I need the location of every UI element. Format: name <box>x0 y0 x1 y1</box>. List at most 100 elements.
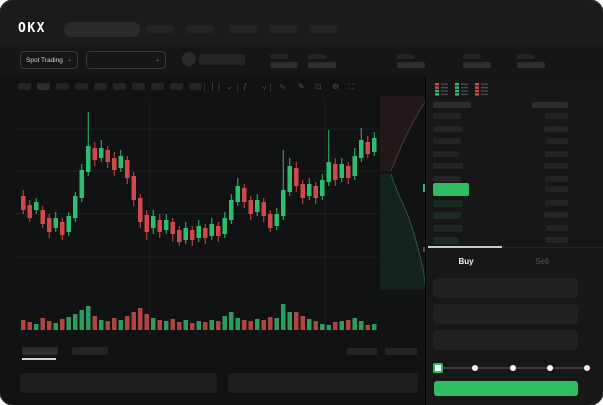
chart-type-chevron-icon[interactable]: ⌄ <box>226 82 233 91</box>
ask-price-placeholder[interactable] <box>433 125 463 132</box>
compare-icon[interactable]: ∿ <box>279 82 286 91</box>
book-view-all-icon[interactable] <box>435 83 449 96</box>
volume-bar <box>99 320 104 330</box>
volume-bar <box>372 324 377 330</box>
stat-label-placeholder <box>517 54 535 59</box>
ask-amount-placeholder[interactable] <box>545 113 568 119</box>
volume-bar <box>170 319 175 330</box>
bid-price-placeholder[interactable] <box>433 200 463 207</box>
volume-bar <box>190 323 195 330</box>
candle <box>274 214 279 226</box>
depth-asks-area <box>380 96 425 171</box>
volume-bar <box>53 323 58 330</box>
bid-price-placeholder[interactable] <box>433 212 461 220</box>
candle <box>66 216 71 232</box>
volume-bar <box>326 325 331 330</box>
bid-amount-placeholder[interactable] <box>545 236 568 243</box>
candle <box>21 196 26 210</box>
volume-bar <box>118 320 123 330</box>
ask-amount-placeholder[interactable] <box>546 138 568 144</box>
trade-tabs-divider <box>428 247 603 248</box>
candle <box>307 184 312 196</box>
draw-icon[interactable]: ✎ <box>298 82 305 91</box>
bid-amount-placeholder[interactable] <box>545 200 568 206</box>
bid-amount-placeholder[interactable] <box>546 224 568 231</box>
nav-item-placeholder[interactable] <box>187 25 213 33</box>
candle <box>235 186 240 202</box>
timeframe-button[interactable] <box>151 83 164 90</box>
depth-bids-area <box>380 174 425 290</box>
candlestick-chart[interactable] <box>0 96 425 366</box>
screenshot-icon[interactable]: ⊡ <box>315 82 322 91</box>
tab-sell[interactable]: Sell <box>535 257 549 266</box>
timeframe-button[interactable] <box>170 83 183 90</box>
book-view-bids-icon[interactable] <box>455 83 469 96</box>
trade-input-field[interactable] <box>433 278 578 298</box>
volume-bar <box>242 320 247 330</box>
volume-bar <box>47 321 52 330</box>
nav-item-placeholder[interactable] <box>269 25 297 33</box>
tab-buy[interactable]: Buy <box>458 257 474 266</box>
settings-icon[interactable]: ⚙ <box>332 82 340 91</box>
chart-type-icon[interactable]: ❘❘ <box>209 82 223 91</box>
nav-item-placeholder[interactable] <box>310 25 337 33</box>
pair-selector[interactable]: ⌄ <box>86 51 166 69</box>
chart-footer-placeholder[interactable] <box>347 348 377 355</box>
candle <box>196 226 201 238</box>
slider-handle[interactable] <box>433 363 443 373</box>
timeframe-button[interactable] <box>18 83 31 90</box>
search-input[interactable] <box>64 22 140 37</box>
timeframe-button[interactable] <box>56 83 69 90</box>
ask-price-placeholder[interactable] <box>433 113 461 119</box>
volume-bar <box>203 322 208 330</box>
slider-stop-dot[interactable] <box>509 365 516 371</box>
book-view-asks-icon[interactable] <box>475 83 489 96</box>
trade-input-field[interactable] <box>433 330 578 350</box>
candle <box>112 158 117 170</box>
bid-price-placeholder[interactable] <box>433 224 463 232</box>
candle <box>248 200 253 214</box>
bid-amount-placeholder[interactable] <box>544 212 568 219</box>
slider-stop-dot[interactable] <box>546 365 553 371</box>
candle <box>313 186 318 198</box>
ask-amount-placeholder[interactable] <box>544 163 568 169</box>
market-type-selector[interactable]: Spot Trading ⌄ <box>20 51 78 69</box>
nav-item-placeholder[interactable] <box>147 25 173 33</box>
ask-price-placeholder[interactable] <box>433 175 461 182</box>
orders-tab[interactable] <box>22 347 58 355</box>
ask-price-placeholder[interactable] <box>433 163 463 169</box>
slider-stop-dot[interactable] <box>472 365 479 371</box>
timeframe-button[interactable] <box>94 83 107 90</box>
orders-tab-underline <box>22 358 56 360</box>
orders-tab[interactable] <box>72 347 108 355</box>
timeframe-button[interactable] <box>113 83 126 90</box>
volume-bar <box>79 310 84 330</box>
timeframe-button[interactable] <box>37 83 50 90</box>
timeframe-button[interactable] <box>189 83 202 90</box>
timeframe-button[interactable] <box>132 83 145 90</box>
volume-bar <box>177 322 182 330</box>
slider-stop-dot[interactable] <box>584 365 590 371</box>
ask-amount-placeholder[interactable] <box>544 125 568 132</box>
buy-submit-button[interactable] <box>434 381 578 396</box>
ask-price-placeholder[interactable] <box>433 150 459 157</box>
volume-bar <box>138 308 143 330</box>
nav-item-placeholder[interactable] <box>229 25 257 33</box>
fullscreen-icon[interactable]: ⛶ <box>348 82 354 91</box>
ask-amount-placeholder[interactable] <box>545 175 568 182</box>
volume-bar <box>281 304 286 330</box>
ask-price-placeholder[interactable] <box>433 138 461 144</box>
timeframe-button[interactable] <box>75 83 88 90</box>
candle <box>229 200 234 220</box>
orders-row-placeholder <box>228 373 418 393</box>
volume-bar <box>40 318 45 330</box>
chart-footer-placeholder[interactable] <box>385 348 417 355</box>
trade-input-field[interactable] <box>433 304 578 324</box>
indicators-icon[interactable]: ƒ <box>243 82 248 91</box>
last-price-bar[interactable] <box>433 183 469 196</box>
bid-price-placeholder[interactable] <box>433 236 459 244</box>
candle <box>365 142 370 154</box>
indicators-chevron-icon[interactable]: ⌄ <box>261 82 268 91</box>
ask-amount-placeholder[interactable] <box>545 150 568 157</box>
